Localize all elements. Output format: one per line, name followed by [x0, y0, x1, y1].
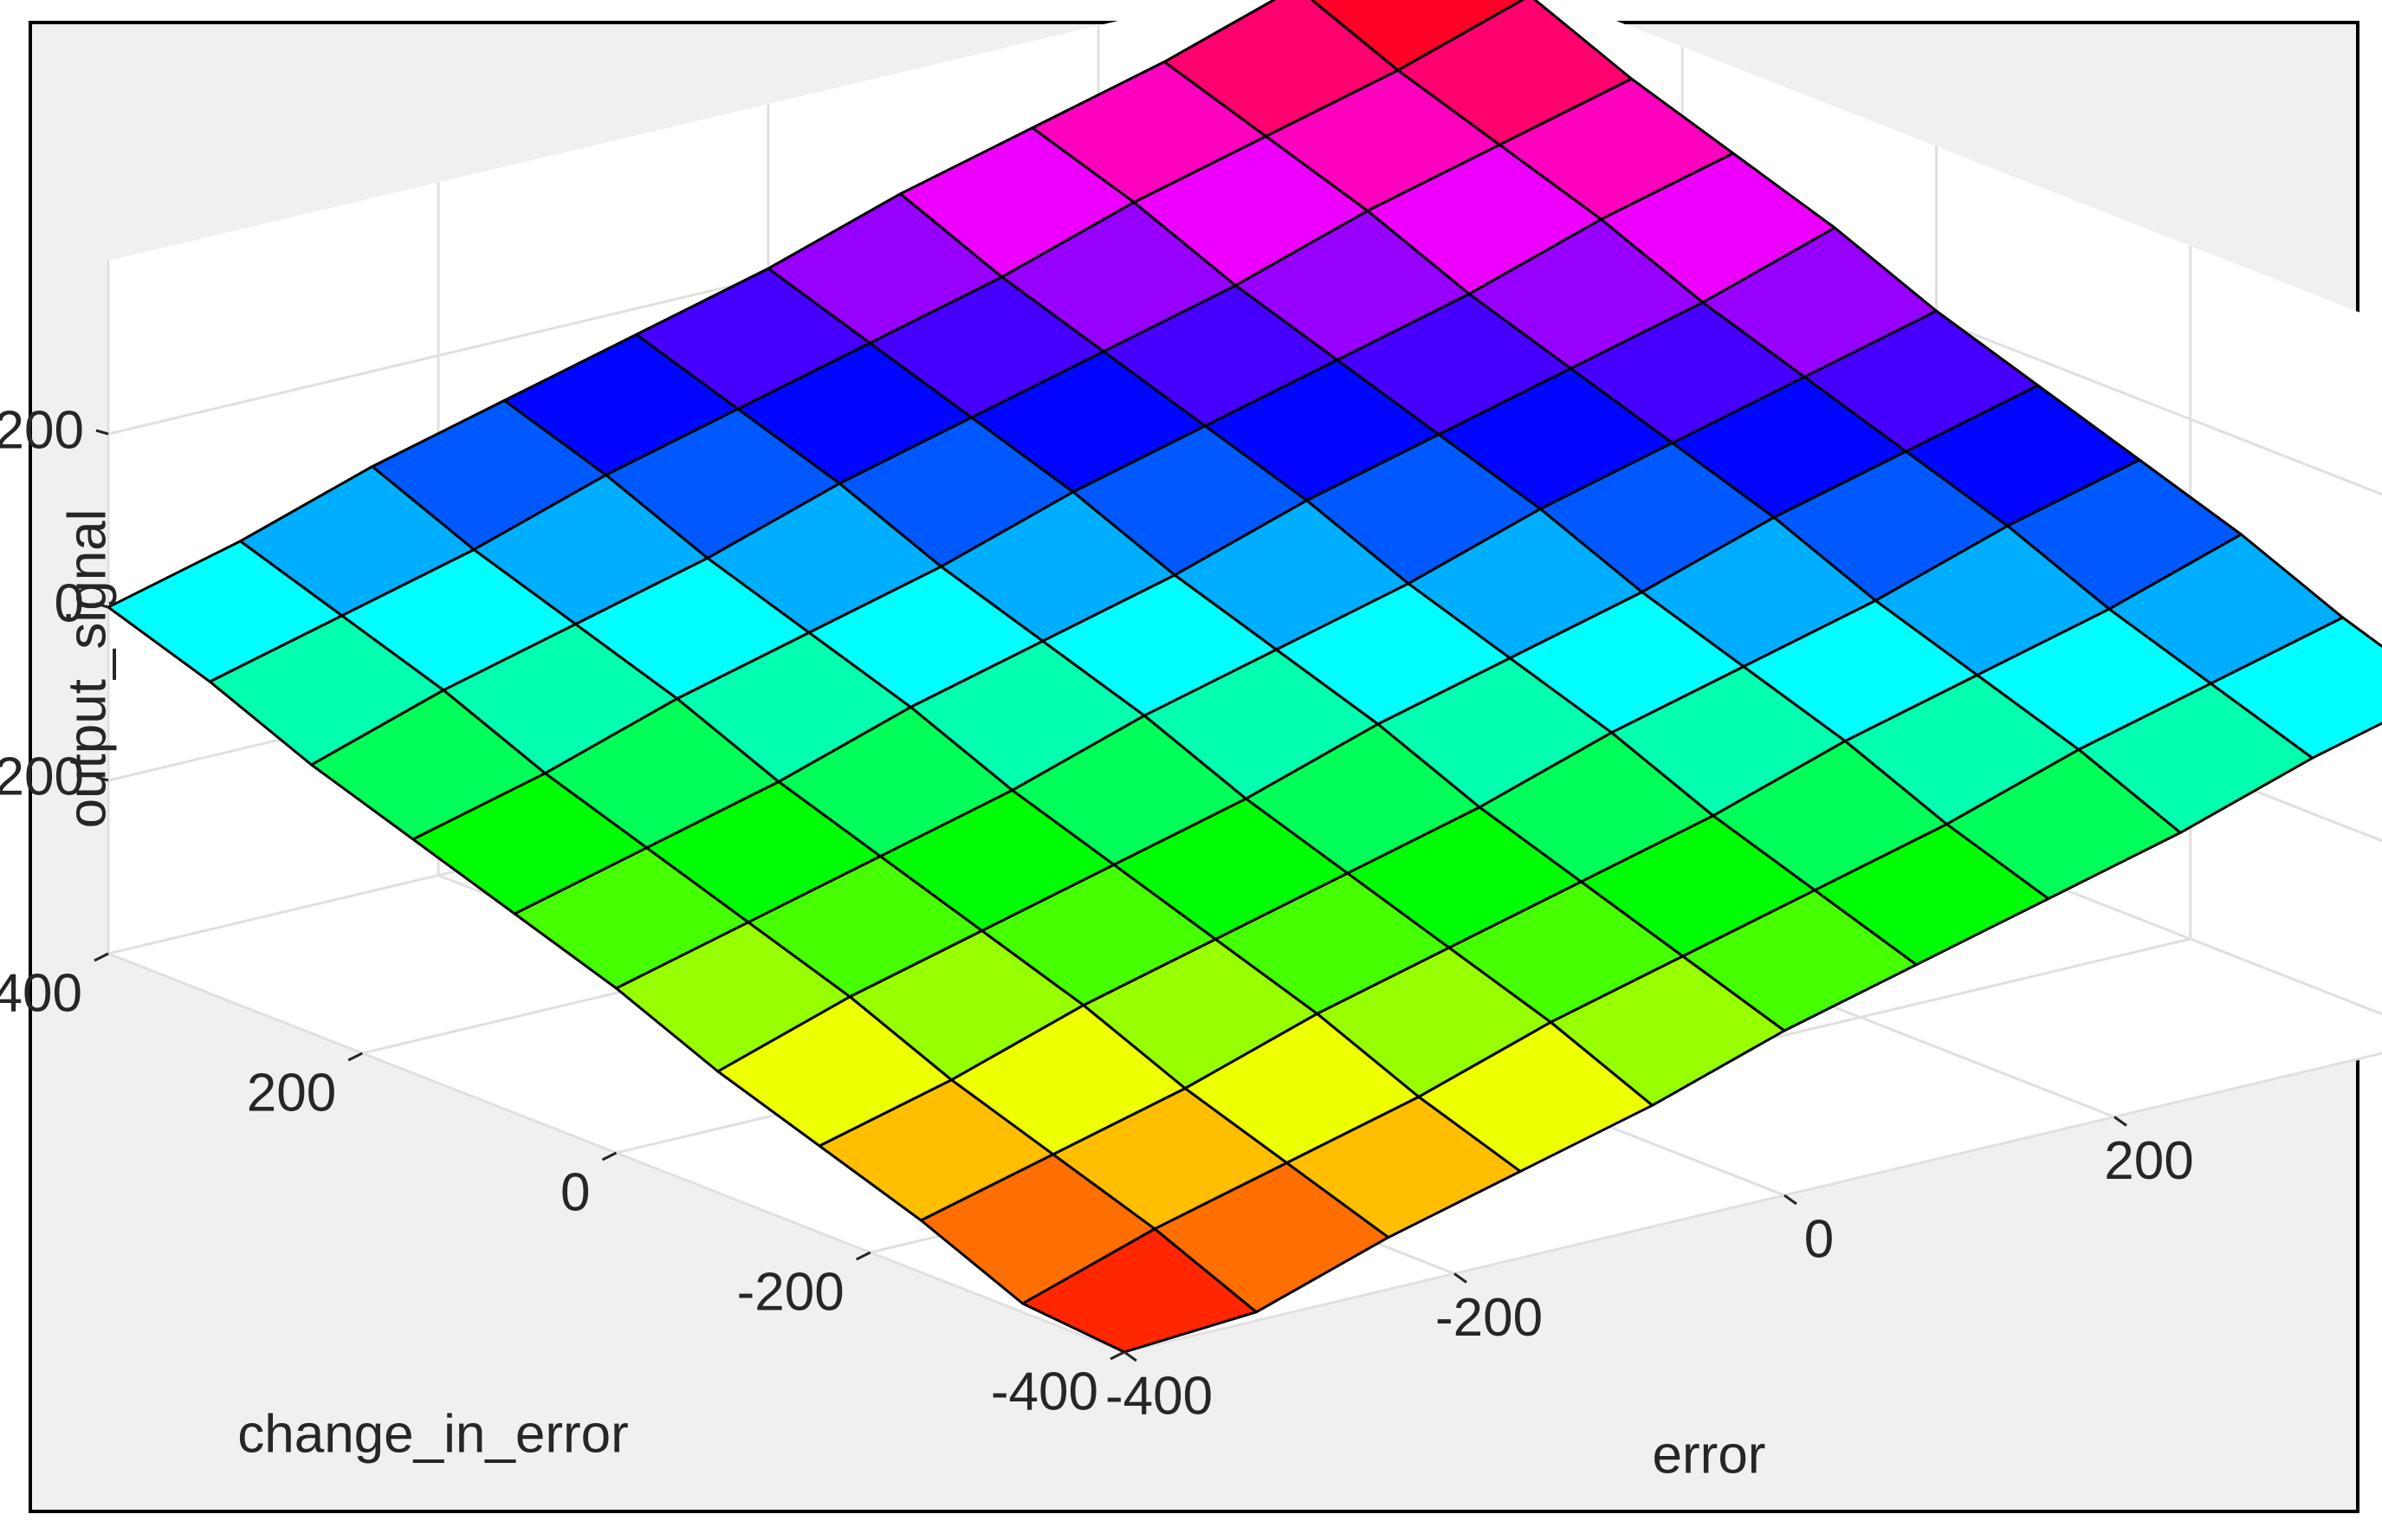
x-tick-mark	[1783, 1194, 1797, 1206]
y-tick-label: 400	[0, 963, 82, 1023]
surface-cell	[1021, 1227, 1258, 1354]
x-tick-label: 0	[1804, 1209, 1834, 1269]
z-axis-label: output_signal	[57, 509, 117, 829]
x-tick-label: 200	[2104, 1131, 2193, 1191]
y-tick-mark	[856, 1251, 871, 1261]
y-tick-label: 0	[560, 1162, 590, 1222]
y-tick-mark	[347, 1051, 363, 1062]
z-tick-mark	[95, 775, 109, 782]
z-tick-label: 200	[0, 400, 84, 460]
y-axis-label: change_in_error	[237, 1404, 629, 1464]
y-tick-label: -200	[737, 1262, 845, 1322]
y-tick-label: 200	[247, 1063, 336, 1123]
x-tick-mark	[1453, 1272, 1467, 1284]
x-axis-label: error	[1653, 1425, 1766, 1485]
y-tick-label: -400	[991, 1362, 1098, 1421]
x-tick-label: -200	[1435, 1288, 1543, 1348]
surface	[107, 0, 2382, 1354]
z-tick-label: -200	[0, 747, 84, 806]
y-tick-mark	[94, 952, 109, 962]
y-tick-mark	[601, 1151, 618, 1161]
z-tick-mark	[95, 602, 109, 609]
x-tick-mark	[1123, 1350, 1137, 1362]
y-tick-mark	[1110, 1350, 1125, 1361]
z-tick-label: 0	[55, 573, 84, 633]
z-tick-mark	[95, 429, 109, 436]
x-tick-label: -400	[1105, 1366, 1213, 1426]
x-tick-mark	[2113, 1116, 2127, 1127]
